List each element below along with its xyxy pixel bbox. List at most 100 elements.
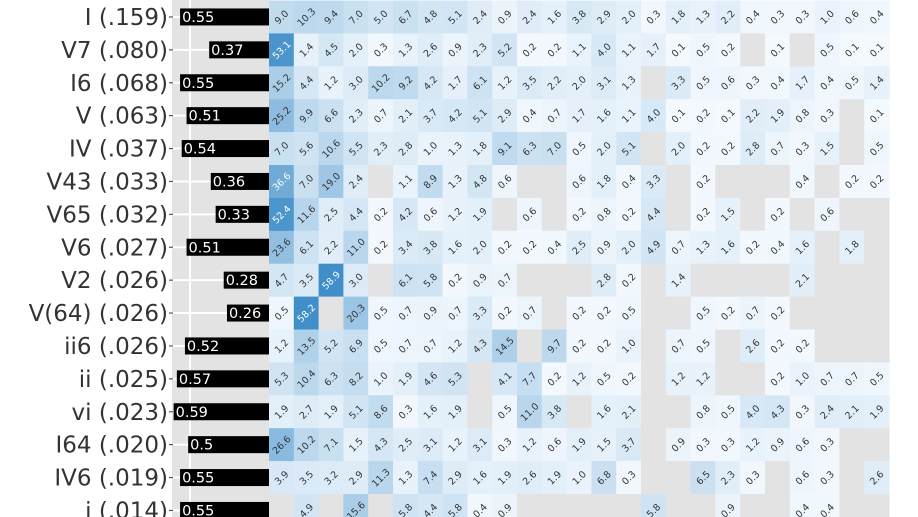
heatmap-cell — [343, 461, 369, 495]
heatmap-cell — [616, 0, 642, 34]
heatmap-cell — [318, 395, 344, 429]
heatmap-cell — [417, 263, 444, 298]
heatmap-cell — [765, 428, 791, 462]
heatmap-cell-empty — [665, 165, 692, 199]
heatmap-cell — [690, 66, 716, 100]
heatmap-cell — [417, 33, 444, 67]
heatmap-cell-empty — [715, 329, 741, 363]
heatmap-cell-empty — [814, 230, 840, 265]
heatmap-cell — [517, 395, 543, 429]
heatmap-cell — [591, 329, 617, 363]
heatmap-cell — [269, 197, 295, 232]
heatmap-cell — [814, 362, 840, 396]
heatmap-cell — [467, 296, 493, 331]
heatmap-cell — [715, 33, 741, 67]
score-value-label: 0.28 — [226, 273, 258, 289]
score-bar — [180, 8, 269, 26]
heatmap-cell-empty — [864, 329, 890, 363]
heatmap-cell-empty — [765, 165, 791, 199]
row-label: V43 (.033) — [47, 169, 168, 195]
heatmap-cell — [765, 0, 791, 34]
heatmap-cell — [517, 296, 543, 331]
heatmap-cell — [517, 197, 543, 232]
heatmap-cell — [393, 395, 419, 429]
heatmap-cell — [492, 165, 518, 199]
heatmap-cell — [442, 428, 468, 462]
heatmap-cell — [665, 99, 692, 133]
heatmap-cell — [789, 132, 816, 166]
heatmap-cell-empty — [814, 263, 840, 298]
heatmap-cell-empty — [839, 197, 865, 232]
heatmap-cell — [343, 230, 369, 265]
heatmap-cell — [541, 132, 568, 166]
heatmap-cell — [293, 165, 320, 199]
heatmap-cell — [293, 0, 320, 34]
heatmap-cell-empty — [789, 33, 816, 67]
heatmap-cell — [789, 99, 816, 133]
heatmap-cell — [368, 362, 394, 396]
heatmap-cell — [616, 329, 642, 363]
heatmap-cell — [492, 362, 518, 396]
score-value-label: 0.5 — [190, 438, 213, 454]
heatmap-cell — [492, 296, 518, 331]
heatmap-cell — [343, 395, 369, 429]
heatmap-cell-empty — [690, 263, 716, 298]
heatmap-cell — [492, 99, 518, 133]
heatmap-cell — [517, 362, 543, 396]
heatmap-cell — [839, 66, 865, 100]
heatmap-cell — [789, 362, 816, 396]
heatmap-cell — [616, 395, 642, 429]
heatmap-cell — [740, 428, 766, 462]
heatmap-cell — [368, 428, 394, 462]
heatmap-cell-empty — [715, 263, 741, 298]
heatmap-cell — [393, 296, 419, 331]
heatmap-cell — [343, 329, 369, 363]
heatmap-cell-empty — [665, 461, 692, 495]
heatmap-cell — [740, 395, 766, 429]
heatmap-cell — [566, 296, 592, 331]
heatmap-cell — [467, 66, 493, 100]
heatmap-cell — [641, 197, 667, 232]
heatmap-cell-empty — [665, 494, 692, 517]
heatmap-cell — [641, 494, 667, 517]
heatmap-cell — [393, 0, 419, 34]
heatmap-cell — [417, 428, 444, 462]
heatmap-cell — [318, 0, 344, 34]
heatmap-cell-empty — [641, 66, 667, 100]
heatmap-cell — [269, 230, 295, 265]
row-label: V7 (.080) — [61, 38, 168, 64]
row-label: I6 (.068) — [70, 71, 168, 97]
heatmap-cell — [690, 329, 716, 363]
heatmap-cell — [442, 395, 468, 429]
heatmap-cell — [591, 461, 617, 495]
heatmap-cell — [368, 33, 394, 67]
heatmap-cell — [269, 165, 295, 199]
heatmap-cell — [864, 461, 890, 495]
heatmap-cell — [740, 230, 766, 265]
heatmap-cell — [690, 165, 716, 199]
heatmap-cell — [318, 263, 344, 298]
heatmap-cell — [789, 66, 816, 100]
score-bar — [184, 337, 269, 355]
heatmap-cell — [616, 132, 642, 166]
score-value-label: 0.37 — [211, 43, 243, 59]
heatmap-cell — [517, 66, 543, 100]
heatmap-cell — [492, 461, 518, 495]
heatmap-cell-empty — [864, 230, 890, 265]
heatmap-cell — [442, 230, 468, 265]
heatmap-cell — [566, 33, 592, 67]
heatmap-cell — [269, 461, 295, 495]
heatmap-cell-empty — [740, 33, 766, 67]
heatmap-cell — [442, 132, 468, 166]
heatmap-cell — [740, 66, 766, 100]
score-bar — [180, 501, 269, 517]
heatmap-cell — [467, 33, 493, 67]
heatmap-cell-empty — [541, 165, 568, 199]
heatmap-cell — [417, 99, 444, 133]
heatmap-cell — [765, 362, 791, 396]
heatmap-cell — [417, 230, 444, 265]
heatmap-cell — [541, 99, 568, 133]
heatmap-cell-empty — [517, 494, 543, 517]
row-label: IV6 (.019) — [54, 466, 168, 492]
